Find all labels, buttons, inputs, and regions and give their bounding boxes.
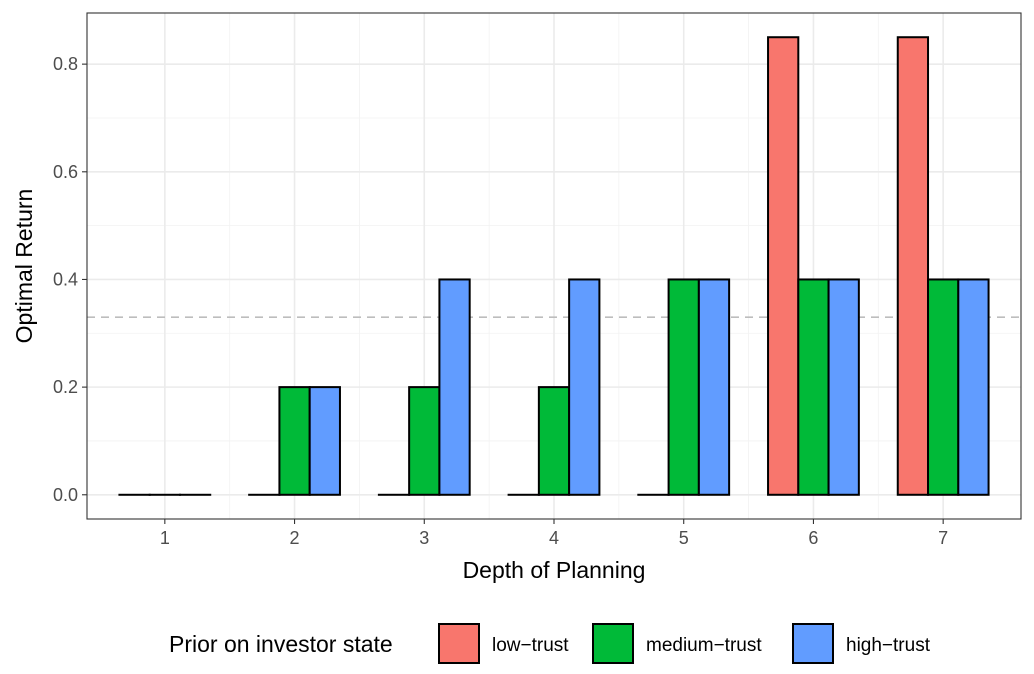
bar-2-6 xyxy=(797,278,830,496)
y-tick-label: 0.8 xyxy=(53,54,78,74)
bar-1-6 xyxy=(767,36,800,496)
legend-items: low−trust medium−trust high−trust xyxy=(438,623,931,664)
y-tick-label: 0.4 xyxy=(53,269,78,289)
x-tick-label: 1 xyxy=(160,528,170,548)
bar-2-4 xyxy=(537,386,571,496)
bar-2-2 xyxy=(278,386,311,496)
bars xyxy=(118,36,990,496)
bar-2-3 xyxy=(408,386,441,496)
x-tick-label: 6 xyxy=(808,528,818,548)
bar-3-3 xyxy=(438,278,471,496)
legend-label-2: medium−trust xyxy=(646,635,762,656)
legend-title: Prior on investor state xyxy=(169,631,393,657)
legend-key-1 xyxy=(438,623,480,664)
y-tick-label: 0.0 xyxy=(53,485,78,505)
y-tick-label: 0.2 xyxy=(53,377,78,397)
y-tick-label: 0.6 xyxy=(53,162,78,182)
axis-ticks: 0.0 0.2 0.4 0.6 0.8 1 2 3 4 5 6 7 xyxy=(53,54,948,548)
bar-3-2 xyxy=(308,386,341,496)
bar-1-7 xyxy=(896,36,930,496)
bar-3-6 xyxy=(827,278,860,496)
bar-3-5 xyxy=(697,278,731,496)
x-tick-label: 7 xyxy=(938,528,948,548)
legend-key-3 xyxy=(792,623,834,664)
x-tick-label: 5 xyxy=(679,528,689,548)
x-tick-label: 3 xyxy=(419,528,429,548)
x-tick-label: 4 xyxy=(549,528,559,548)
bar-3-4 xyxy=(568,278,601,496)
x-axis-title: Depth of Planning xyxy=(463,557,646,583)
legend-label-3: high−trust xyxy=(846,635,931,656)
legend: Prior on investor state low−trust medium−… xyxy=(169,623,931,664)
legend-label-1: low−trust xyxy=(492,635,569,656)
x-tick-label: 2 xyxy=(290,528,300,548)
y-axis-title: Optimal Return xyxy=(11,189,37,344)
bar-2-5 xyxy=(667,278,700,496)
legend-key-2 xyxy=(592,623,634,664)
bar-2-7 xyxy=(927,278,960,496)
bar-3-7 xyxy=(957,278,990,496)
